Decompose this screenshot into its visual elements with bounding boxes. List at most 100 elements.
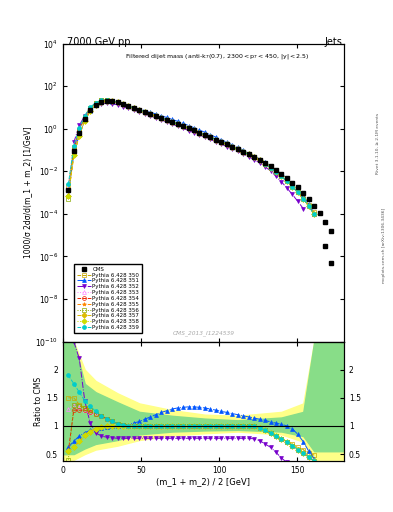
Pythia 6.428 353 [88, 105, 93, 111]
Pythia 6.428 354 [301, 196, 306, 202]
Pythia 6.428 357 [197, 130, 202, 136]
CMS [274, 167, 278, 174]
Pythia 6.428 352 [268, 168, 273, 174]
Pythia 6.428 355 [257, 157, 262, 163]
Pythia 6.428 351 [99, 99, 103, 105]
Pythia 6.428 350 [93, 100, 98, 106]
Pythia 6.428 356 [121, 101, 125, 107]
CMS [202, 132, 207, 138]
Pythia 6.428 356 [83, 114, 87, 120]
Pythia 6.428 350 [285, 178, 289, 184]
Pythia 6.428 353 [230, 143, 235, 150]
Pythia 6.428 358 [192, 127, 196, 134]
Text: Filtered dijet mass (anti-k$_T$(0.7), 2300$<$p$_T$$<$450, |y|$<$2.5): Filtered dijet mass (anti-k$_T$(0.7), 23… [125, 52, 309, 61]
Pythia 6.428 353 [104, 97, 109, 103]
Pythia 6.428 356 [279, 174, 284, 180]
Pythia 6.428 351 [296, 186, 300, 192]
Text: Jets: Jets [325, 37, 343, 47]
Pythia 6.428 359 [148, 111, 152, 117]
Pythia 6.428 358 [235, 146, 240, 152]
Pythia 6.428 358 [137, 106, 142, 113]
Pythia 6.428 358 [148, 111, 152, 117]
Pythia 6.428 359 [186, 125, 191, 132]
Pythia 6.428 357 [296, 189, 300, 196]
CMS [257, 157, 262, 163]
Pythia 6.428 356 [312, 211, 317, 218]
CMS [164, 117, 169, 123]
Pythia 6.428 353 [137, 106, 142, 113]
Pythia 6.428 352 [99, 101, 103, 107]
Pythia 6.428 353 [257, 157, 262, 163]
Pythia 6.428 358 [181, 123, 185, 129]
Pythia 6.428 351 [285, 175, 289, 181]
Pythia 6.428 355 [279, 174, 284, 180]
Pythia 6.428 356 [77, 127, 82, 133]
Pythia 6.428 352 [230, 146, 235, 152]
Pythia 6.428 356 [115, 99, 120, 105]
Pythia 6.428 357 [285, 178, 289, 184]
Pythia 6.428 359 [77, 125, 82, 132]
Pythia 6.428 355 [268, 164, 273, 170]
Pythia 6.428 353 [241, 148, 246, 155]
Pythia 6.428 352 [219, 141, 224, 147]
CMS [296, 184, 300, 190]
Line: Pythia 6.428 358: Pythia 6.428 358 [66, 99, 316, 217]
Pythia 6.428 358 [296, 189, 300, 196]
Pythia 6.428 357 [126, 103, 131, 109]
Pythia 6.428 351 [208, 132, 213, 138]
Pythia 6.428 356 [181, 123, 185, 129]
Pythia 6.428 352 [186, 127, 191, 134]
Pythia 6.428 350 [126, 103, 131, 109]
Pythia 6.428 350 [307, 202, 311, 208]
Pythia 6.428 358 [197, 130, 202, 136]
Pythia 6.428 350 [219, 139, 224, 145]
Pythia 6.428 357 [132, 105, 136, 111]
Pythia 6.428 350 [72, 144, 76, 150]
CMS [72, 148, 76, 154]
Pythia 6.428 359 [274, 169, 278, 175]
Pythia 6.428 358 [175, 121, 180, 127]
Y-axis label: Ratio to CMS: Ratio to CMS [34, 377, 43, 426]
CMS [224, 141, 229, 147]
Pythia 6.428 351 [153, 111, 158, 117]
Pythia 6.428 351 [181, 120, 185, 126]
Pythia 6.428 350 [301, 195, 306, 201]
Pythia 6.428 357 [241, 148, 246, 155]
Pythia 6.428 356 [285, 178, 289, 184]
Pythia 6.428 351 [143, 108, 147, 114]
Pythia 6.428 359 [197, 130, 202, 136]
CMS [143, 109, 147, 115]
Pythia 6.428 359 [235, 146, 240, 152]
Pythia 6.428 350 [274, 169, 278, 175]
Pythia 6.428 359 [181, 123, 185, 129]
Pythia 6.428 354 [126, 103, 131, 109]
CMS [110, 98, 114, 104]
Pythia 6.428 355 [312, 211, 317, 218]
Pythia 6.428 357 [72, 152, 76, 158]
Pythia 6.428 359 [72, 143, 76, 149]
Pythia 6.428 354 [224, 141, 229, 147]
Pythia 6.428 350 [224, 141, 229, 147]
Pythia 6.428 359 [285, 178, 289, 184]
Pythia 6.428 351 [121, 101, 125, 107]
Pythia 6.428 358 [219, 139, 224, 145]
Pythia 6.428 354 [230, 143, 235, 150]
Pythia 6.428 358 [279, 174, 284, 180]
Pythia 6.428 350 [202, 132, 207, 138]
Pythia 6.428 355 [88, 108, 93, 114]
Pythia 6.428 352 [115, 102, 120, 108]
Line: Pythia 6.428 350: Pythia 6.428 350 [66, 98, 316, 215]
Pythia 6.428 359 [219, 139, 224, 145]
Pythia 6.428 352 [202, 134, 207, 140]
CMS [252, 154, 257, 160]
Pythia 6.428 350 [83, 114, 87, 120]
Line: Pythia 6.428 359: Pythia 6.428 359 [66, 98, 316, 217]
Pythia 6.428 354 [148, 111, 152, 117]
Pythia 6.428 353 [132, 105, 136, 111]
Pythia 6.428 355 [153, 113, 158, 119]
Pythia 6.428 350 [290, 183, 295, 189]
Pythia 6.428 350 [252, 154, 257, 160]
Pythia 6.428 357 [208, 134, 213, 140]
Pythia 6.428 355 [66, 193, 71, 199]
Pythia 6.428 354 [137, 106, 142, 113]
